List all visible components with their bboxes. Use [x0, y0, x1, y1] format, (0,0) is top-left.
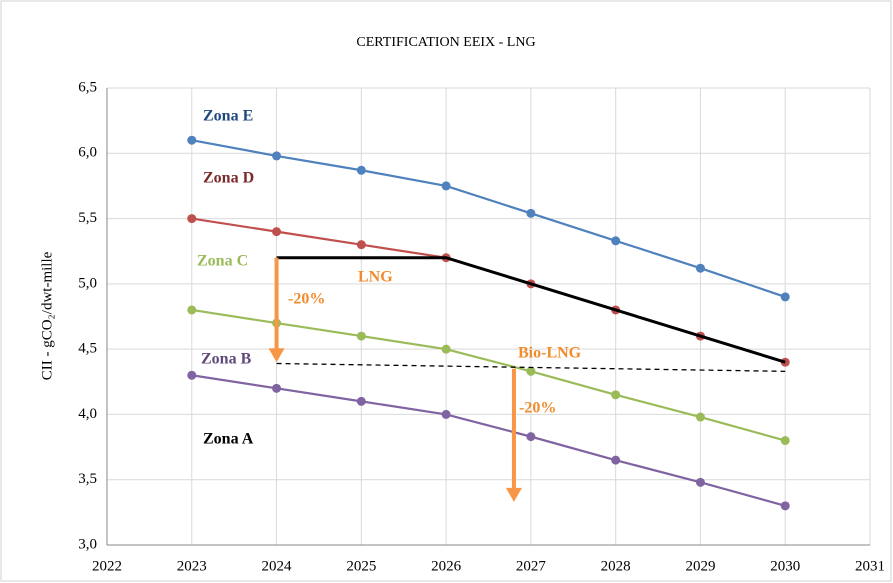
y-axis-label: CII - gCO₂/dwt-mille	[39, 251, 55, 380]
marker	[695, 412, 705, 422]
annotation: Zona C	[197, 253, 248, 270]
x-tick-label: 2025	[346, 558, 376, 574]
annotation: Zona E	[203, 108, 253, 125]
series-line	[276, 362, 786, 372]
marker	[441, 409, 451, 419]
annotation: LNG	[358, 269, 393, 286]
marker	[780, 292, 790, 302]
marker	[526, 366, 536, 376]
y-tick-label: 5,5	[78, 210, 97, 226]
marker	[780, 501, 790, 511]
y-tick-label: 6,5	[78, 79, 97, 95]
y-tick-label: 3,5	[78, 471, 97, 487]
x-tick-label: 2031	[855, 558, 885, 574]
y-tick-label: 3,0	[78, 536, 97, 552]
marker	[272, 383, 282, 393]
x-tick-label: 2022	[92, 558, 122, 574]
annotation: Zona D	[203, 170, 254, 187]
series-line	[276, 256, 786, 364]
marker	[526, 208, 536, 218]
marker	[272, 151, 282, 161]
marker	[441, 344, 451, 354]
marker	[272, 227, 282, 237]
annotation: Zona A	[203, 431, 254, 448]
series-line	[191, 374, 786, 507]
marker	[356, 240, 366, 250]
x-tick-label: 2029	[685, 558, 715, 574]
marker	[695, 477, 705, 487]
x-tick-label: 2026	[431, 558, 462, 574]
marker	[356, 331, 366, 341]
x-tick-label: 2024	[262, 558, 293, 574]
series-line	[191, 139, 786, 298]
marker	[356, 165, 366, 175]
marker	[695, 263, 705, 273]
marker	[611, 236, 621, 246]
marker	[187, 305, 197, 315]
marker	[187, 214, 197, 224]
marker	[187, 370, 197, 380]
annotation: Zona B	[201, 351, 252, 368]
marker	[611, 455, 621, 465]
annotation: Bio-LNG	[518, 345, 582, 362]
x-tick-label: 2027	[516, 558, 547, 574]
chart-title: CERTIFICATION EEIX - LNG	[356, 35, 535, 50]
marker	[187, 135, 197, 145]
arrow-head	[268, 348, 285, 363]
marker	[441, 181, 451, 191]
marker	[356, 396, 366, 406]
annotation: -20%	[288, 291, 325, 308]
x-tick-label: 2023	[177, 558, 207, 574]
marker	[611, 390, 621, 400]
x-tick-label: 2030	[770, 558, 800, 574]
marker	[780, 436, 790, 446]
x-tick-label: 2028	[601, 558, 631, 574]
arrow-head	[505, 487, 522, 502]
marker	[526, 432, 536, 442]
y-tick-label: 6,0	[78, 145, 97, 161]
series-line	[191, 308, 786, 442]
y-tick-label: 5,0	[78, 275, 97, 291]
y-tick-label: 4,0	[78, 406, 97, 422]
annotation: -20%	[519, 400, 556, 417]
y-tick-label: 4,5	[78, 341, 97, 357]
